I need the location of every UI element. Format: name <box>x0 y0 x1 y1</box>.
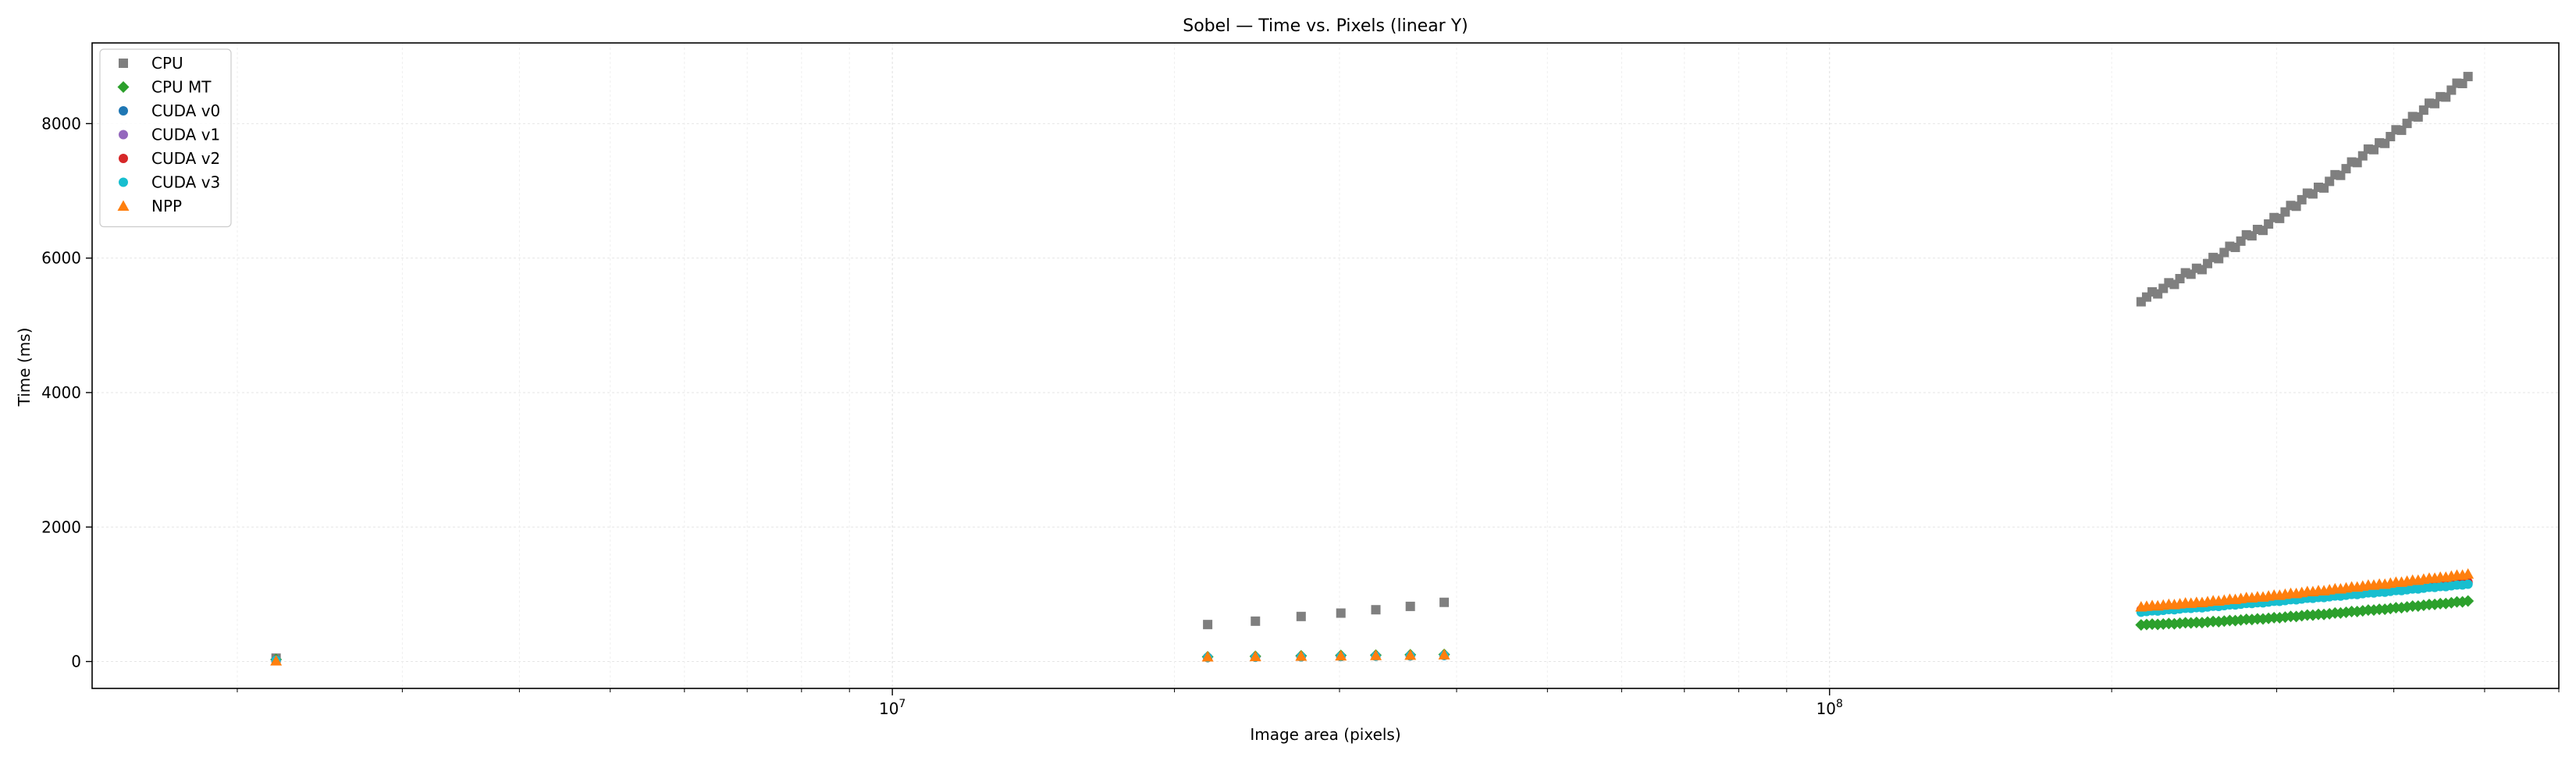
data-point <box>1336 608 1346 618</box>
data-point <box>1296 611 1306 621</box>
legend-marker <box>119 154 128 163</box>
data-point <box>2463 72 2473 82</box>
x-axis-label: Image area (pixels) <box>1250 725 1400 744</box>
legend-marker <box>117 200 130 211</box>
data-point <box>2463 579 2473 589</box>
legend-marker <box>117 81 130 93</box>
data-point <box>270 655 283 666</box>
y-axis-label: Time (ms) <box>15 328 34 407</box>
y-tick-label: 2000 <box>41 517 81 536</box>
data-point <box>1335 649 1347 661</box>
y-tick-label: 8000 <box>41 114 81 133</box>
legend-label: CUDA v2 <box>151 149 220 168</box>
data-point <box>1249 650 1261 662</box>
y-tick-label: 6000 <box>41 249 81 268</box>
y-tick-label: 4000 <box>41 383 81 402</box>
data-point <box>2462 568 2475 579</box>
data-point <box>1439 597 1450 607</box>
x-tick-label: 108 <box>1816 698 1843 718</box>
plot-points <box>270 72 2475 666</box>
data-point <box>1370 649 1382 660</box>
data-point <box>1371 605 1381 615</box>
legend-marker <box>119 59 128 68</box>
legend-marker <box>119 130 128 140</box>
data-point <box>1438 649 1450 660</box>
legend-label: CUDA v0 <box>151 101 220 120</box>
series-cpu <box>271 72 2473 663</box>
legend-label: CUDA v3 <box>151 173 220 192</box>
legend-label: CPU <box>151 54 183 73</box>
legend-box <box>99 48 232 228</box>
legend: CPU CPU MT CUDA v0 CUDA v1 CUDA v2 CUDA v3 NPP <box>99 48 232 228</box>
data-point <box>2462 595 2475 607</box>
data-point <box>1203 620 1213 630</box>
data-point <box>1405 601 1415 611</box>
plot-frame <box>91 42 2560 689</box>
legend-marker <box>119 177 128 187</box>
series-npp <box>270 568 2475 666</box>
legend-label: NPP <box>151 197 182 215</box>
grid <box>92 43 2560 688</box>
x-axis-ticks: 107 108 <box>237 688 2560 718</box>
data-point <box>1251 616 1261 626</box>
y-axis-ticks: 0 2000 4000 6000 8000 <box>41 114 92 671</box>
legend-marker <box>119 106 128 116</box>
chart-title: Sobel — Time vs. Pixels (linear Y) <box>1183 16 1468 36</box>
legend-label: CUDA v1 <box>151 126 220 144</box>
data-point <box>1201 651 1214 662</box>
data-point <box>1404 649 1417 660</box>
legend-label: CPU MT <box>151 78 212 97</box>
data-point <box>1295 650 1308 661</box>
x-tick-label: 107 <box>879 698 906 718</box>
y-tick-label: 0 <box>71 653 81 671</box>
